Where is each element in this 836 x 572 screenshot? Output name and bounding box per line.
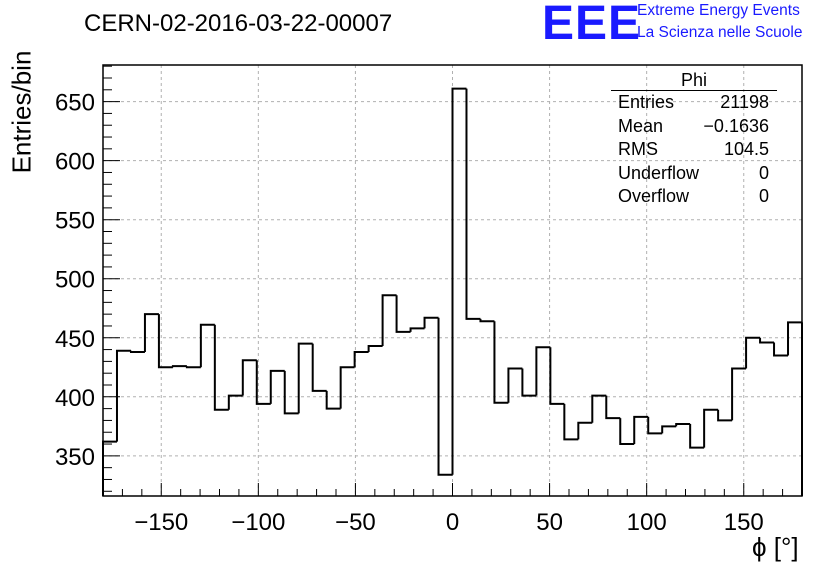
stats-label: Overflow	[618, 186, 690, 206]
y-tick-label: 500	[55, 267, 95, 294]
histogram-bin	[102, 440, 117, 496]
x-axis-label: ϕ [°]	[752, 532, 799, 562]
histogram-bin	[451, 87, 467, 475]
histogram-bin	[171, 365, 187, 368]
histogram-bin	[675, 422, 691, 427]
histogram-bin	[661, 425, 677, 434]
x-tick-label: 100	[627, 509, 667, 536]
histogram-bin	[717, 409, 733, 422]
histogram-bin	[339, 366, 355, 409]
stats-value: −0.1636	[703, 115, 769, 136]
x-tick-label: 0	[446, 509, 459, 536]
stats-label: RMS	[618, 139, 658, 159]
histogram-bin	[311, 343, 327, 392]
histogram-bin	[479, 318, 495, 323]
histogram-bin	[689, 423, 705, 449]
histogram-bin	[507, 367, 523, 403]
histogram-bin	[283, 370, 299, 415]
y-axis-label: Entries/bin	[6, 50, 37, 174]
stats-value: 0	[758, 186, 769, 206]
stats-label: Mean	[618, 115, 664, 136]
y-tick-label: 550	[55, 208, 95, 235]
y-tick-label: 650	[55, 90, 95, 117]
histogram-bin	[395, 295, 411, 333]
x-tick-label: −150	[134, 509, 188, 536]
histogram-bin	[213, 324, 229, 411]
histogram-bin	[269, 369, 285, 404]
histogram-bin	[115, 349, 131, 442]
histogram-bin	[409, 327, 425, 332]
histogram-bin	[773, 342, 789, 357]
stats-row-entries: Entries 21198	[611, 91, 777, 115]
logo-line-2: La Scienza nelle Scuole	[637, 24, 803, 41]
eee-logo: EEE	[542, 0, 642, 50]
histogram-bin	[185, 366, 201, 369]
stats-row-rms: RMS 104.5	[611, 138, 777, 162]
logo-line-1: Extreme Energy Events	[637, 2, 800, 19]
y-tick-label: 350	[55, 444, 95, 471]
histogram-bin	[297, 342, 313, 414]
histogram-bin	[465, 88, 481, 320]
histogram-bin	[619, 418, 635, 446]
stats-label: Entries	[618, 92, 675, 112]
stats-row-overflow: Overflow 0	[611, 185, 777, 209]
histogram-bin	[731, 367, 747, 421]
stats-value: 104.5	[723, 139, 769, 159]
x-tick-label: 150	[724, 509, 764, 536]
histogram-bin	[647, 416, 663, 435]
histogram-bin	[563, 403, 579, 441]
histogram-bin	[745, 336, 761, 369]
histogram-bin	[605, 395, 621, 420]
histogram-bin	[241, 359, 257, 396]
histogram-bin	[493, 321, 509, 404]
stats-value: 21198	[720, 92, 769, 112]
stats-value: 0	[758, 162, 769, 183]
y-tick-label: 400	[55, 385, 95, 412]
stats-row-underflow: Underflow 0	[611, 162, 777, 186]
x-tick-label: −50	[335, 509, 376, 536]
histogram-bin	[199, 323, 215, 368]
x-tick-label: 50	[536, 509, 563, 536]
stats-row-mean: Mean −0.1636	[611, 115, 777, 139]
histogram-bin	[381, 294, 397, 347]
histogram-bin	[437, 317, 453, 476]
histogram-bin	[157, 314, 173, 369]
histogram-bin	[143, 313, 159, 352]
stats-box: Phi Entries 21198 Mean −0.1636 RMS 104.5…	[611, 70, 777, 209]
histogram-bin	[325, 390, 341, 410]
histogram-bin	[759, 337, 775, 344]
histogram-bin	[129, 350, 145, 353]
histogram-bin	[367, 345, 383, 352]
histogram-bin	[353, 350, 369, 368]
histogram-bin	[591, 394, 607, 423]
x-tick-label: −100	[231, 509, 285, 536]
histogram-bin	[423, 316, 439, 329]
histogram-bin	[535, 346, 551, 396]
histogram-bin	[549, 347, 565, 405]
histogram-bin	[577, 421, 593, 440]
stats-label: Underflow	[618, 162, 700, 183]
histogram-bin	[633, 415, 649, 445]
stats-title: Phi	[611, 70, 777, 91]
histogram-bin	[255, 360, 271, 405]
chart-title: CERN-02-2016-03-22-00007	[84, 10, 393, 37]
histogram-bin	[521, 368, 537, 397]
y-tick-label: 450	[55, 326, 95, 353]
y-tick-label: 600	[55, 149, 95, 176]
histogram-bin	[787, 321, 802, 356]
histogram-bin	[703, 408, 719, 448]
histogram-bin	[227, 394, 243, 410]
